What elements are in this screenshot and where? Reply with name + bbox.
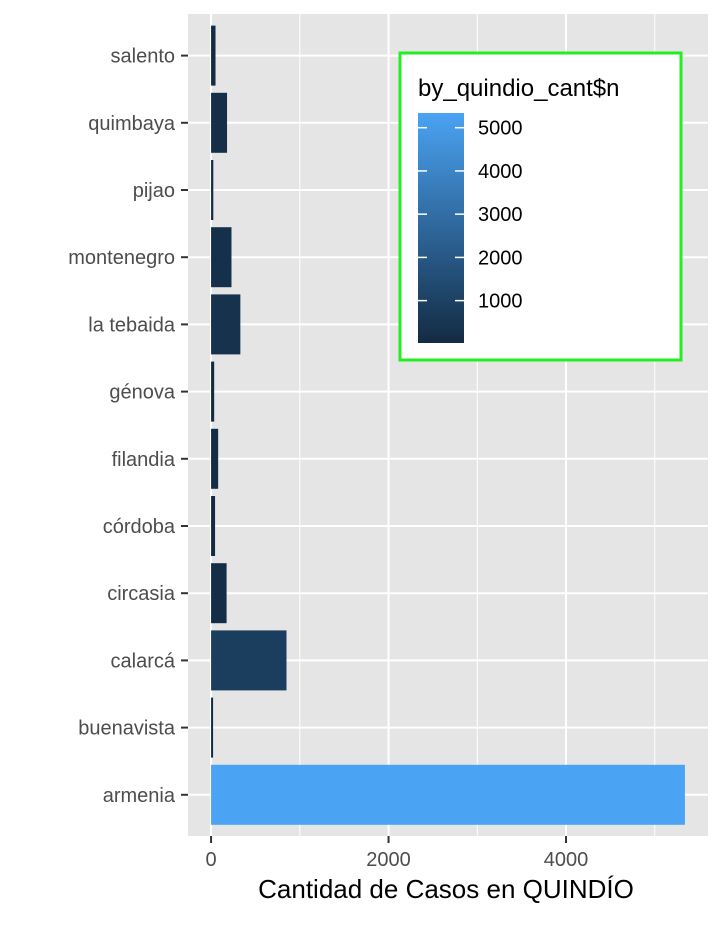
- legend-title: by_quindio_cant$n: [418, 75, 620, 102]
- y-tick-label: armenia: [103, 785, 176, 807]
- bar: [211, 764, 685, 825]
- y-tick-label: córdoba: [103, 516, 176, 538]
- bar: [211, 361, 215, 422]
- y-tick-label: filandia: [112, 449, 176, 471]
- y-tick-label: calarcá: [111, 650, 176, 672]
- y-tick-label: la tebaida: [88, 314, 176, 336]
- bar: [211, 294, 241, 355]
- legend-tick-label: 5000: [478, 118, 523, 140]
- y-tick-label: génova: [109, 382, 175, 404]
- y-tick-label: quimbaya: [88, 113, 176, 135]
- y-tick-label: buenavista: [78, 718, 176, 740]
- bars-group: [211, 25, 685, 825]
- legend-tick-label: 1000: [478, 291, 523, 313]
- bar: [211, 25, 216, 86]
- y-tick-label: salento: [111, 46, 176, 68]
- legend: by_quindio_cant$n 5000 4000 3000 2000 1000: [398, 51, 683, 362]
- legend-tick-label: 4000: [478, 161, 523, 183]
- x-tick-label: 4000: [544, 849, 589, 871]
- legend-tick-label: 2000: [478, 247, 523, 269]
- bar: [211, 160, 214, 220]
- legend-tick-label: 3000: [478, 204, 523, 226]
- x-axis-title: Cantidad de Casos en QUINDÍO: [258, 874, 634, 904]
- x-axis: 0 2000 4000: [206, 836, 589, 871]
- bar: [211, 227, 232, 288]
- bar: [211, 563, 227, 624]
- x-tick-label: 0: [206, 849, 217, 871]
- legend-ticks: 5000 4000 3000 2000 1000: [418, 118, 523, 313]
- bar: [211, 697, 214, 758]
- y-tick-label: pijao: [133, 180, 175, 202]
- y-axis: salento quimbaya pijao montenegro la tebaida…: [68, 46, 188, 807]
- x-tick-label: 2000: [366, 849, 411, 871]
- bar: [211, 630, 287, 691]
- bar: [211, 428, 219, 489]
- bar: [211, 496, 216, 556]
- y-tick-label: circasia: [107, 583, 176, 605]
- legend-colorbar: [418, 113, 464, 343]
- bar: [211, 92, 228, 153]
- y-tick-label: montenegro: [68, 247, 175, 269]
